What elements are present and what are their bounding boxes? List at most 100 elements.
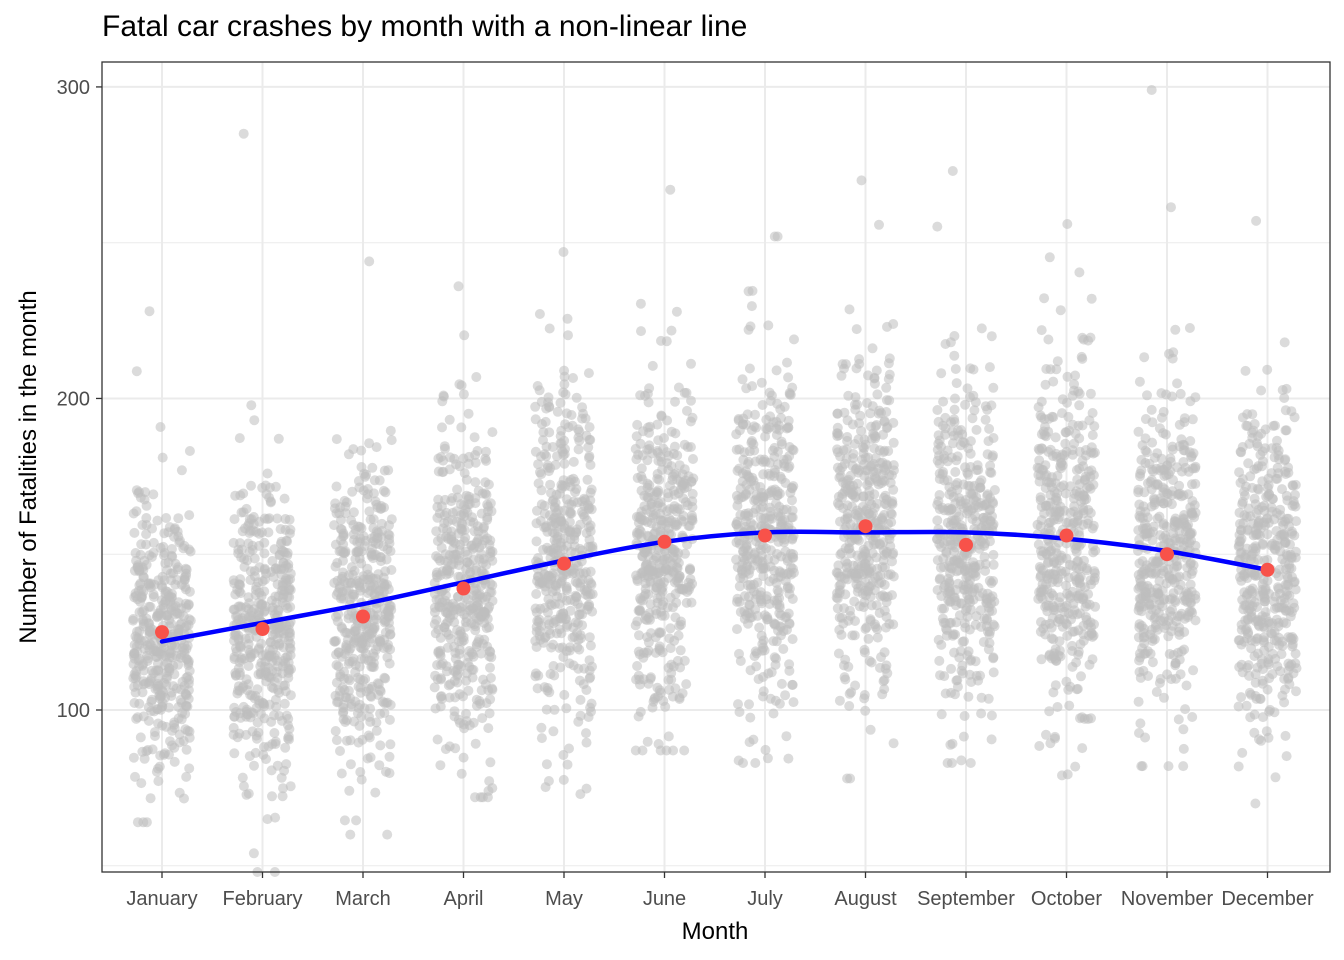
- jitter-point: [1173, 647, 1183, 658]
- jitter-point: [230, 668, 241, 678]
- jitter-point: [238, 507, 249, 518]
- jitter-point: [573, 635, 584, 645]
- jitter-point: [666, 325, 677, 336]
- jitter-point: [1086, 293, 1097, 304]
- jitter-point: [648, 696, 659, 707]
- jitter-point: [959, 711, 970, 721]
- jitter-point: [840, 543, 851, 554]
- jitter-point: [1075, 639, 1086, 650]
- jitter-point: [1159, 692, 1169, 703]
- jitter-point: [536, 499, 547, 510]
- jitter-point: [758, 635, 769, 646]
- jitter-point: [637, 474, 648, 485]
- jitter-point: [336, 651, 347, 662]
- jitter-point: [235, 588, 246, 599]
- jitter-point: [934, 574, 945, 585]
- jitter-point: [1233, 761, 1244, 772]
- jitter-point: [348, 519, 359, 530]
- jitter-point: [770, 659, 781, 670]
- jitter-point: [176, 465, 187, 476]
- jitter-point: [284, 528, 295, 539]
- jitter-point: [1281, 751, 1292, 762]
- jitter-point: [234, 579, 245, 590]
- jitter-point: [1172, 611, 1183, 622]
- jitter-point: [435, 648, 446, 659]
- jitter-point: [243, 538, 254, 549]
- jitter-point: [341, 692, 352, 703]
- jitter-point: [664, 633, 675, 644]
- jitter-point: [568, 456, 579, 467]
- jitter-point: [1233, 701, 1244, 712]
- jitter-point: [470, 493, 481, 504]
- jitter-point: [932, 221, 943, 232]
- jitter-point: [758, 513, 769, 524]
- jitter-point: [340, 501, 351, 512]
- jitter-point: [373, 569, 384, 580]
- jitter-point: [176, 618, 187, 629]
- jitter-point: [1078, 334, 1089, 345]
- jitter-point: [350, 553, 361, 564]
- jitter-point: [555, 662, 566, 673]
- jitter-point: [176, 649, 187, 660]
- jitter-point: [355, 682, 366, 693]
- jitter-point: [1245, 712, 1256, 723]
- jitter-point-min: [345, 829, 356, 840]
- jitter-point: [1138, 665, 1149, 676]
- jitter-point: [277, 791, 288, 802]
- jitter-point: [1145, 648, 1156, 659]
- jitter-point: [155, 604, 166, 615]
- jitter-point: [470, 457, 481, 468]
- jitter-point: [130, 771, 140, 782]
- jitter-point: [835, 471, 846, 482]
- jitter-point: [670, 612, 681, 623]
- jitter-point: [1056, 482, 1066, 492]
- jitter-point: [980, 414, 991, 425]
- jitter-point-min: [965, 758, 976, 768]
- jitter-point: [538, 427, 549, 438]
- jitter-point: [1146, 404, 1157, 415]
- jitter-point: [436, 691, 447, 702]
- jitter-point: [788, 697, 799, 708]
- jitter-point: [251, 581, 262, 592]
- jitter-point: [284, 642, 295, 653]
- jitter-point: [672, 474, 683, 485]
- jitter-point: [1179, 519, 1190, 530]
- jitter-point: [839, 407, 850, 418]
- jitter-point: [1242, 409, 1253, 420]
- jitter-point: [653, 435, 664, 446]
- jitter-point: [946, 663, 956, 674]
- jitter-point: [853, 535, 864, 546]
- jitter-point: [486, 506, 497, 517]
- jitter-point: [988, 450, 998, 461]
- jitter-point: [975, 482, 986, 493]
- jitter-point: [132, 712, 143, 723]
- jitter-point: [1147, 657, 1158, 668]
- jitter-point: [152, 515, 163, 526]
- jitter-point: [430, 628, 441, 639]
- jitter-point: [549, 535, 560, 546]
- jitter-point: [432, 734, 443, 745]
- jitter-point: [1252, 602, 1262, 612]
- jitter-point: [1279, 393, 1290, 403]
- jitter-point: [141, 520, 152, 530]
- jitter-point-min: [750, 758, 761, 768]
- jitter-point: [269, 710, 279, 721]
- jitter-point: [1147, 535, 1158, 546]
- jitter-point: [171, 683, 182, 694]
- jitter-point: [1036, 429, 1047, 440]
- jitter-point: [988, 653, 999, 664]
- jitter-point: [1054, 636, 1065, 647]
- jitter-point: [758, 686, 769, 697]
- jitter-point: [533, 459, 544, 470]
- jitter-point: [951, 507, 962, 518]
- jitter-point: [1251, 463, 1262, 474]
- jitter-point: [1045, 517, 1056, 528]
- jitter-point: [787, 512, 798, 523]
- jitter-point: [384, 768, 395, 779]
- jitter-point: [1170, 324, 1181, 335]
- jitter-point: [270, 812, 281, 823]
- jitter-point: [755, 504, 766, 515]
- jitter-point-max: [238, 128, 249, 139]
- jitter-point: [741, 419, 752, 430]
- jitter-point: [1236, 692, 1247, 703]
